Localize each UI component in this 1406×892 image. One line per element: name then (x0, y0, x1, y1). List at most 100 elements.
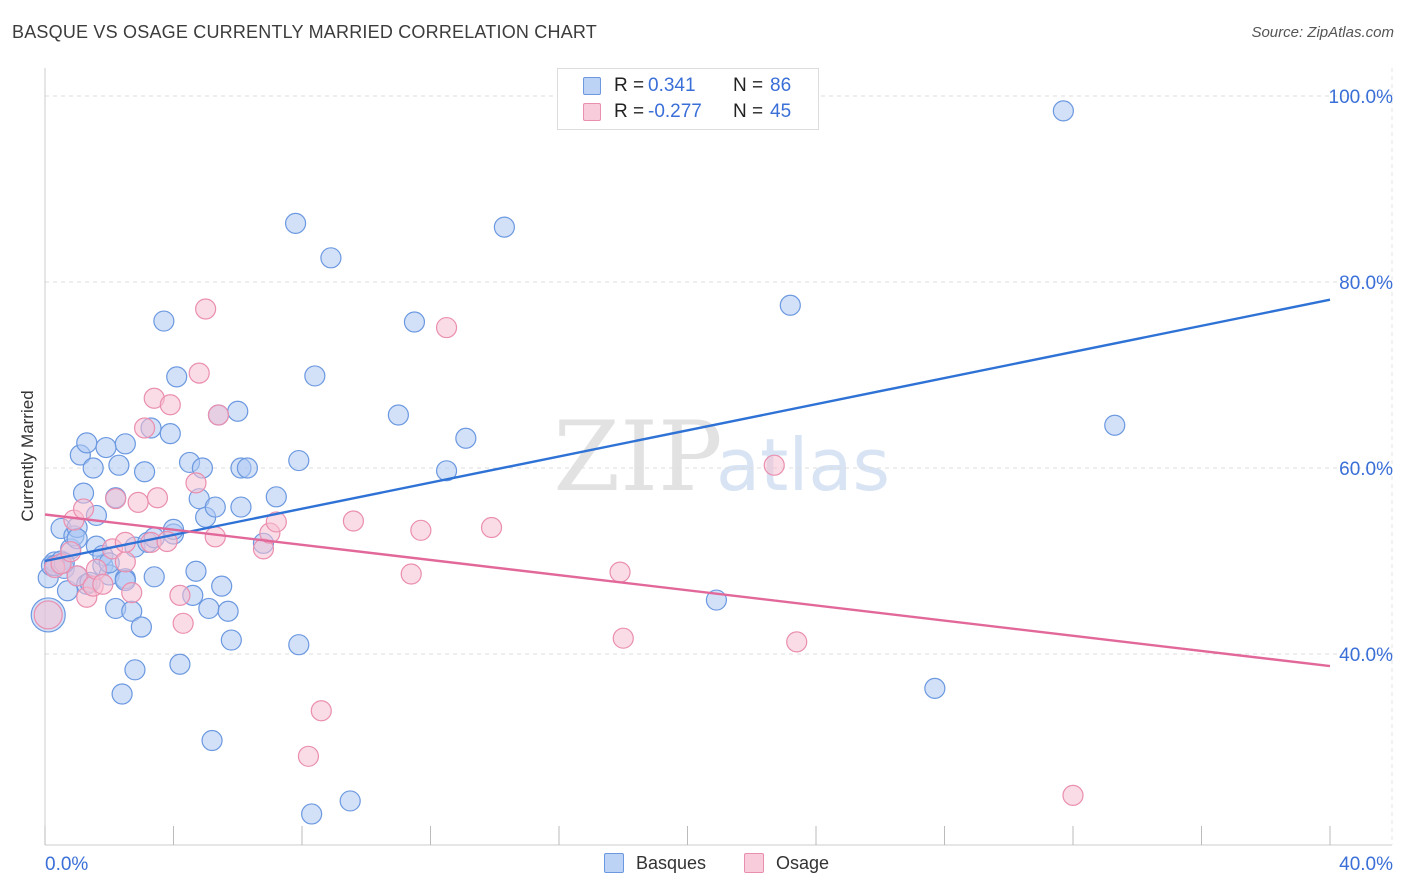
osage-point (188, 362, 210, 384)
chart-title: BASQUE VS OSAGE CURRENTLY MARRIED CORREL… (12, 22, 597, 42)
basques-point (779, 294, 801, 316)
osage-n-value: 45 (770, 101, 792, 122)
stats-row-basques: R = 0.341 N = 86 (558, 74, 818, 100)
basques-point (217, 600, 239, 622)
osage-point (159, 394, 181, 416)
basques-point (169, 653, 191, 675)
osage-point (410, 519, 432, 541)
basques-point (201, 729, 223, 752)
basques-n-label: N = (733, 75, 764, 96)
basques-point (153, 310, 175, 332)
basques-swatch (583, 77, 601, 95)
osage-point (169, 584, 191, 607)
osage-point (121, 582, 143, 604)
basques-point (76, 432, 98, 454)
osage-point (612, 627, 634, 649)
osage-r-label: R = (614, 101, 645, 122)
osage-point (310, 700, 332, 722)
osage-point (1062, 784, 1084, 806)
watermark-atlas: atlas (716, 423, 890, 507)
basques-r-value: 0.341 (648, 75, 696, 96)
y-tick-label: 60.0% (1339, 459, 1393, 480)
basques-trendline (44, 298, 1331, 563)
legend-basques-swatch (604, 853, 624, 873)
basques-point (304, 365, 326, 387)
basques-point (284, 212, 307, 235)
basques-point (387, 404, 409, 426)
stats-legend-box: R = 0.341 N = 86 R = -0.277 N = 45 (557, 68, 819, 130)
basques-point (339, 790, 361, 812)
basques-point (288, 449, 310, 472)
y-tick-label: 40.0% (1339, 645, 1393, 666)
basques-point (288, 634, 310, 656)
basques-point (198, 597, 220, 620)
y-tick-label: 80.0% (1339, 273, 1393, 294)
osage-point (786, 631, 808, 653)
basques-point (111, 683, 133, 705)
osage-point (172, 612, 194, 634)
osage-point (185, 472, 207, 494)
basques-point (159, 422, 181, 445)
osage-point (105, 488, 127, 510)
osage-point (207, 404, 230, 426)
basques-point (236, 457, 258, 479)
y-axis-title: Currently Married (18, 390, 37, 522)
osage-r-value: -0.277 (648, 101, 702, 122)
basques-point (124, 659, 146, 681)
basques-point (166, 366, 188, 388)
legend-osage-label: Osage (776, 853, 830, 873)
x-tick-label-max: 40.0% (1339, 854, 1393, 875)
osage-point (763, 454, 785, 476)
osage-point (435, 316, 458, 339)
osage-trendline (44, 513, 1331, 668)
basques-point (435, 460, 458, 482)
chart-source: Source: ZipAtlas.com (1251, 24, 1394, 41)
basques-point (82, 457, 104, 479)
basques-point (227, 400, 249, 422)
basques-point (265, 486, 287, 508)
basques-point (108, 454, 130, 476)
legend-osage-swatch (744, 853, 764, 873)
osage-point (66, 565, 88, 587)
osage-point (297, 745, 320, 767)
basques-point (320, 247, 342, 269)
osage-n-label: N = (733, 101, 764, 122)
stats-row-osage: R = -0.277 N = 45 (558, 100, 818, 126)
basques-r-label: R = (614, 75, 645, 96)
y-tick-label: 100.0% (1329, 87, 1394, 108)
basques-point (455, 427, 477, 449)
osage-point (195, 298, 217, 320)
osage-point (60, 541, 82, 563)
basques-point (1052, 100, 1074, 122)
basques-point (301, 803, 323, 825)
osage-point (114, 551, 136, 573)
basques-point (204, 496, 226, 518)
osage-point (480, 516, 503, 539)
osage-point (127, 491, 149, 514)
osage-swatch (583, 103, 601, 121)
basques-point (220, 629, 242, 651)
basques-point (143, 566, 165, 588)
osage-point (133, 417, 156, 439)
osage-point (146, 487, 169, 509)
basques-point (95, 436, 117, 459)
basques-point (114, 433, 136, 455)
basques-point (230, 496, 252, 518)
osage-point (265, 511, 287, 533)
basques-point (493, 216, 515, 238)
basques-point (1104, 414, 1126, 436)
osage-point (609, 561, 631, 583)
basques-point (211, 575, 233, 597)
osage-point (342, 510, 364, 532)
osage-point (33, 600, 63, 630)
osage-point (204, 526, 226, 548)
basques-point (133, 461, 156, 483)
basques-point (130, 616, 152, 638)
x-tick-label-min: 0.0% (45, 854, 88, 875)
watermark-zip: ZIP (553, 401, 722, 513)
basques-point (924, 677, 946, 700)
osage-point (72, 498, 95, 520)
basques-point (403, 311, 426, 333)
basques-point (56, 580, 79, 602)
